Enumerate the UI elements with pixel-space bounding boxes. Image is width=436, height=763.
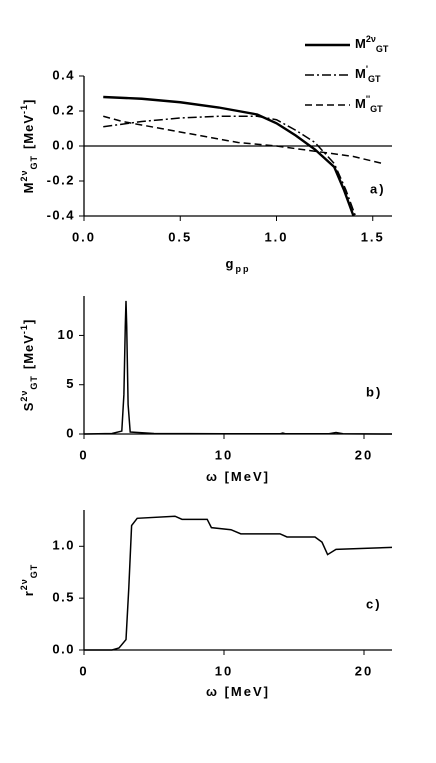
y-tick-label: 0.0 bbox=[52, 641, 75, 656]
legend-label-part: '' bbox=[366, 94, 370, 104]
legend-label-part: M bbox=[355, 96, 366, 111]
y-axis-label-part: -1 bbox=[19, 104, 29, 114]
y-axis-label-part: -1 bbox=[19, 324, 29, 334]
x-tick-label: 20 bbox=[355, 663, 373, 678]
data-line bbox=[103, 95, 355, 217]
y-axis-label: r2νGT bbox=[19, 564, 39, 597]
x-tick-label: 0 bbox=[79, 447, 88, 462]
legend-label-part: GT bbox=[370, 104, 383, 114]
legend-label-part: M bbox=[355, 36, 366, 51]
y-tick-label: 1.0 bbox=[52, 538, 75, 553]
legend-label: M''GT bbox=[355, 94, 383, 114]
y-axis-label-part: M bbox=[21, 182, 36, 194]
legend-label-part: GT bbox=[376, 44, 389, 54]
panel-label: b) bbox=[366, 384, 382, 399]
y-axis-label: M2νGT [MeV-1] bbox=[19, 99, 39, 194]
y-axis-label-part: GT bbox=[29, 375, 39, 390]
x-tick-label: 1.5 bbox=[361, 229, 385, 244]
x-axis-label: ω [MeV] bbox=[206, 684, 270, 699]
x-tick-label: 0.5 bbox=[168, 229, 192, 244]
x-tick-label: 20 bbox=[355, 447, 373, 462]
x-axis-label-part: g bbox=[226, 256, 236, 271]
y-axis-label-part: GT bbox=[29, 155, 39, 170]
legend-label-part: GT bbox=[368, 74, 381, 84]
x-axis-label: gpp bbox=[226, 256, 251, 274]
x-tick-label: 1.0 bbox=[264, 229, 288, 244]
y-tick-label: -0.4 bbox=[47, 207, 75, 222]
legend-label-part: ' bbox=[366, 64, 368, 74]
y-axis-label-part: 2ν bbox=[19, 578, 29, 590]
y-tick-label: 0 bbox=[66, 425, 75, 440]
y-tick-label: 10 bbox=[58, 327, 75, 342]
y-axis-label: S2νGT [MeV-1] bbox=[19, 319, 39, 412]
legend-label: M'GT bbox=[355, 64, 381, 84]
data-line bbox=[84, 515, 393, 651]
y-axis-label-part: GT bbox=[29, 564, 39, 579]
x-tick-label: 0.0 bbox=[72, 229, 96, 244]
data-line bbox=[83, 300, 393, 435]
y-axis-label-part: 2ν bbox=[19, 390, 29, 402]
y-tick-label: 0.0 bbox=[52, 137, 75, 152]
y-tick-label: 0.2 bbox=[52, 102, 75, 117]
x-axis-label: ω [MeV] bbox=[206, 469, 270, 484]
y-tick-label: 5 bbox=[66, 376, 75, 391]
x-axis-label-part: pp bbox=[235, 264, 250, 274]
x-tick-label: 10 bbox=[215, 447, 233, 462]
x-tick-label: 0 bbox=[79, 663, 88, 678]
legend-label-part: 2ν bbox=[366, 34, 376, 44]
panel-label: a) bbox=[370, 181, 386, 196]
y-tick-label: 0.4 bbox=[52, 67, 75, 82]
y-tick-label: -0.2 bbox=[47, 172, 75, 187]
y-axis-label-part: [MeV bbox=[21, 334, 36, 369]
panel-label: c) bbox=[366, 596, 382, 611]
y-axis-label-part: 2ν bbox=[19, 170, 29, 182]
y-axis-label-part: S bbox=[21, 402, 36, 412]
x-axis-label-part: ω [MeV] bbox=[206, 469, 270, 484]
y-axis-label-part: ] bbox=[21, 99, 36, 104]
data-line bbox=[103, 115, 357, 217]
data-line bbox=[103, 115, 383, 165]
legend-label-part: M bbox=[355, 66, 366, 81]
y-axis-label-part: [MeV bbox=[21, 114, 36, 149]
y-axis-label-part: ] bbox=[21, 319, 36, 324]
x-tick-label: 10 bbox=[215, 663, 233, 678]
y-tick-label: 0.5 bbox=[52, 590, 75, 605]
y-axis-label-part: r bbox=[21, 590, 36, 596]
x-axis-label-part: ω [MeV] bbox=[206, 684, 270, 699]
legend-label: M2νGT bbox=[355, 34, 389, 54]
